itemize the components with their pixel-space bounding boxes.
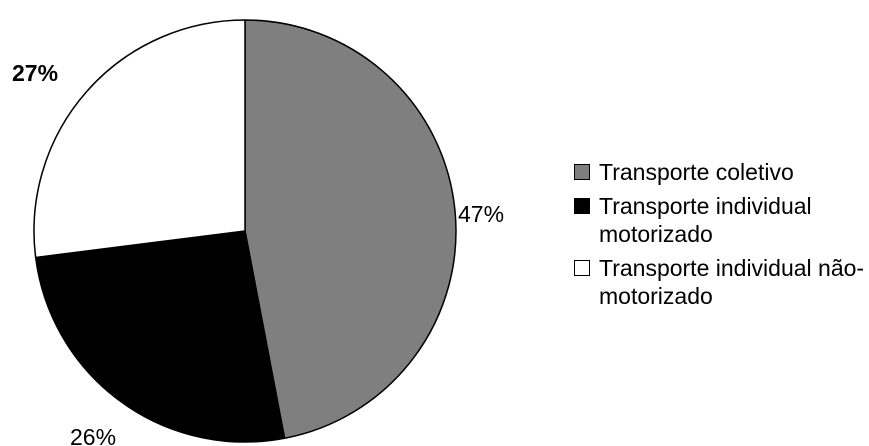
pie-label-transporte-coletivo: 47% <box>458 201 504 227</box>
pie-slice-transporte-coletivo <box>244 19 457 440</box>
legend-swatch-transporte-individual-nao-motorizado <box>574 260 590 276</box>
legend-swatch-transporte-coletivo <box>574 164 590 180</box>
legend-swatch-transporte-individual-motorizado <box>574 198 590 214</box>
legend-label-transporte-individual-motorizado: Transporte individual motorizado <box>599 193 812 247</box>
pie-slices <box>33 19 457 443</box>
legend-item-transporte-individual-motorizado: Transporte individual motorizado <box>574 192 869 248</box>
pie-slice-transporte-individual-motorizado <box>34 230 286 443</box>
legend-label-transporte-coletivo: Transporte coletivo <box>599 159 794 185</box>
pie-label-transporte-individual-nao-motorizado: 27% <box>12 60 58 86</box>
legend-item-transporte-individual-nao-motorizado: Transporte individual não-motorizado <box>574 254 869 310</box>
pie-slice-transporte-individual-nao-motorizado <box>33 19 246 259</box>
legend-item-transporte-coletivo: Transporte coletivo <box>574 158 869 186</box>
pie-label-transporte-individual-motorizado: 26% <box>70 424 116 446</box>
pie-labels: 47% 26% 27% <box>12 60 504 446</box>
legend: Transporte coletivo Transporte individua… <box>574 158 869 316</box>
legend-label-transporte-individual-nao-motorizado: Transporte individual não-motorizado <box>599 255 865 309</box>
